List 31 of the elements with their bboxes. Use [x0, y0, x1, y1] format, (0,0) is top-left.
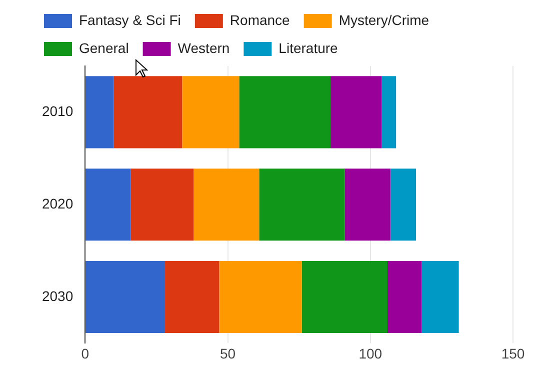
bar [165, 260, 220, 334]
bar [302, 260, 388, 334]
bar [182, 76, 240, 148]
bar [239, 76, 330, 148]
legend-label: Literature [278, 40, 338, 56]
x-tick-label: 50 [220, 345, 236, 362]
legend-label: General [79, 40, 129, 56]
y-tick-label: 2010 [42, 103, 74, 120]
x-tick-label: 100 [358, 345, 382, 362]
y-tick-label: 2030 [42, 288, 74, 304]
x-tick-label: 150 [501, 345, 525, 362]
bar [344, 168, 390, 241]
x-tick-label: 0 [81, 345, 90, 362]
bar [219, 260, 302, 334]
bar [422, 260, 459, 334]
y-tick-label: 2020 [42, 195, 74, 212]
bar [86, 76, 114, 148]
legend-label: Romance [230, 12, 290, 28]
legend-label: Western [178, 40, 230, 56]
bar [130, 168, 194, 241]
bar [387, 260, 422, 334]
bar [330, 76, 382, 148]
bar [390, 168, 416, 241]
bar [194, 168, 260, 241]
bar [114, 76, 182, 148]
bar [382, 76, 396, 148]
bar [259, 168, 345, 241]
bar [86, 168, 131, 241]
legend-label: Mystery/Crime [338, 12, 430, 28]
bar [86, 260, 166, 334]
legend-label: Fantasy & Sci Fi [79, 12, 181, 28]
